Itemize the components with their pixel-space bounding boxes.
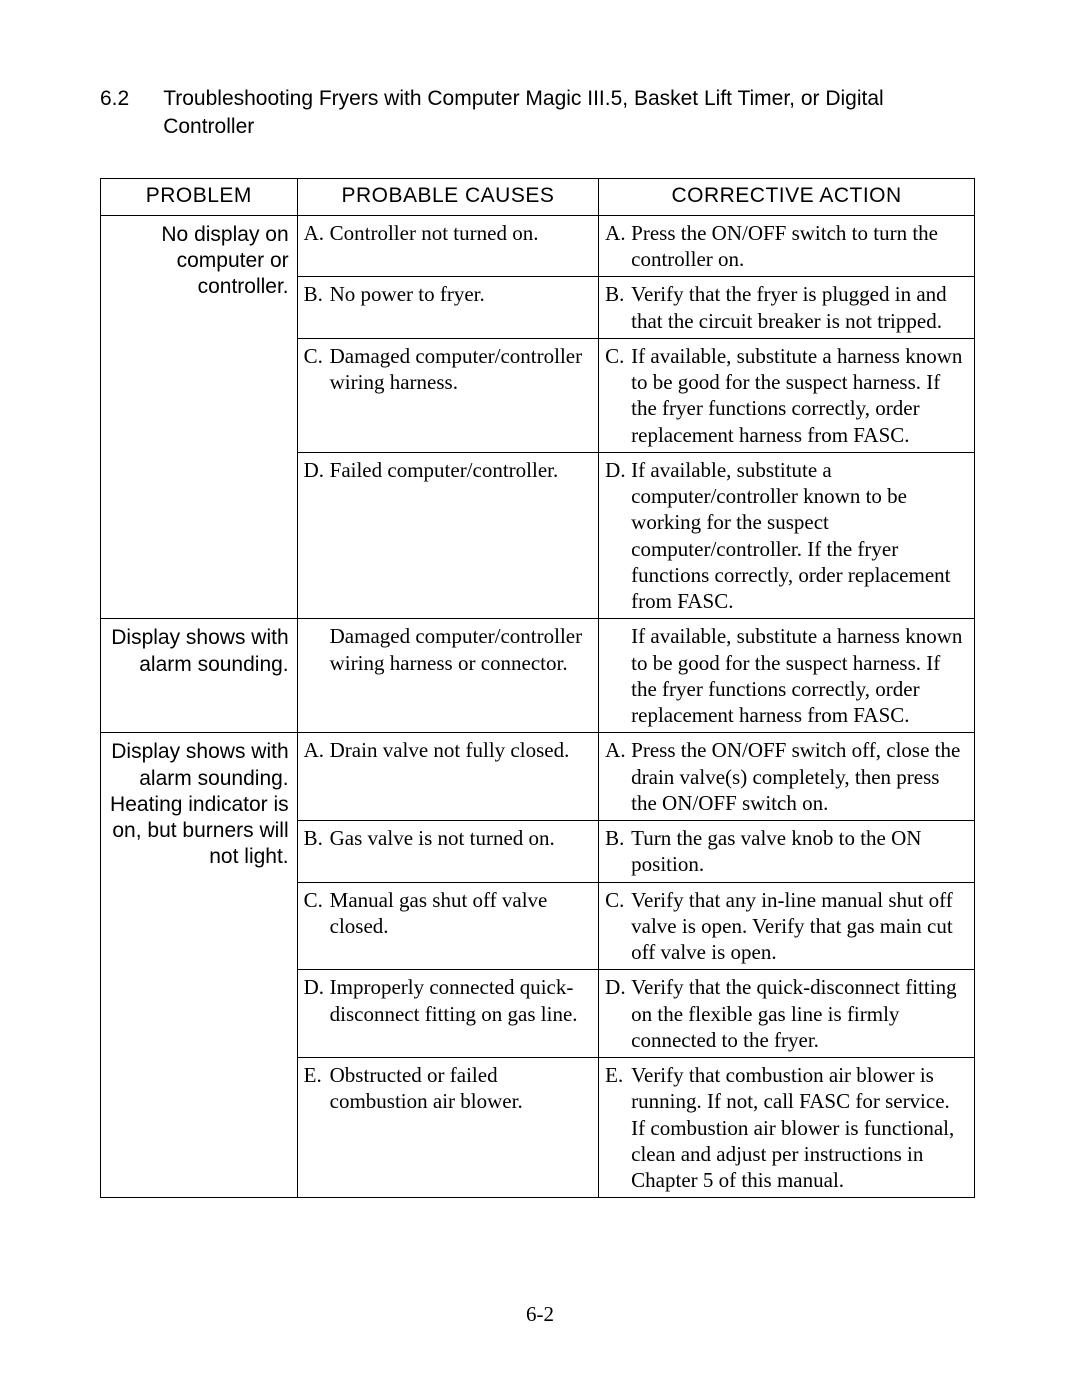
action-text: If available, substitute a computer/cont… [631,457,966,615]
list-marker: D. [605,457,631,615]
cause-cell: D.Failed computer/controller. [297,452,599,619]
action-text: Press the ON/OFF switch to turn the cont… [631,220,966,273]
action-cell: D.If available, substitute a computer/co… [599,452,975,619]
action-cell: C.Verify that any in-line manual shut of… [599,882,975,970]
action-text: If available, substitute a harness known… [631,343,966,448]
action-text: Verify that the fryer is plugged in and … [631,281,966,334]
action-cell: E.Verify that combustion air blower is r… [599,1058,975,1198]
cause-cell: Damaged computer/controller wiring harne… [297,619,599,733]
problem-cell: Display shows with alarm sounding. [101,619,298,733]
section-number: 6.2 [100,85,129,142]
cause-text: Damaged computer/controller wiring harne… [330,624,582,674]
action-cell: D.Verify that the quick-disconnect fitti… [599,970,975,1058]
cause-text: Manual gas shut off valve closed. [330,887,591,940]
table-row: No display on computer or controller. A.… [101,215,975,277]
cause-cell: B.No power to fryer. [297,277,599,339]
table-row: Display shows with alarm sounding. Heati… [101,733,975,821]
list-marker: A. [605,220,631,273]
list-marker: A. [304,737,330,763]
action-text: Verify that the quick-disconnect fitting… [631,974,966,1053]
cause-text: No power to fryer. [330,281,591,307]
action-text: Press the ON/OFF switch off, close the d… [631,737,966,816]
action-text: If available, substitute a harness known… [631,624,962,727]
cause-text: Obstructed or failed combustion air blow… [330,1062,591,1115]
cause-text: Damaged computer/controller wiring harne… [330,343,591,396]
action-text: Verify that combustion air blower is run… [631,1062,966,1193]
action-text: Verify that any in-line manual shut off … [631,887,966,966]
table-row: Display shows with alarm sounding. Damag… [101,619,975,733]
list-marker: A. [304,220,330,246]
action-text: Turn the gas valve knob to the ON positi… [631,825,966,878]
cause-cell: C.Damaged computer/controller wiring har… [297,338,599,452]
col-header-action: CORRECTIVE ACTION [599,178,975,215]
list-marker: E. [304,1062,330,1115]
action-cell: B.Turn the gas valve knob to the ON posi… [599,821,975,883]
list-marker: B. [304,825,330,851]
cause-cell: A.Controller not turned on. [297,215,599,277]
list-marker: C. [304,343,330,396]
action-cell: B.Verify that the fryer is plugged in an… [599,277,975,339]
col-header-problem: PROBLEM [101,178,298,215]
action-cell: If available, substitute a harness known… [599,619,975,733]
cause-cell: B.Gas valve is not turned on. [297,821,599,883]
cause-text: Controller not turned on. [330,220,591,246]
cause-cell: D.Improperly connected quick-disconnect … [297,970,599,1058]
page: 6.2 Troubleshooting Fryers with Computer… [0,0,1080,1397]
cause-text: Improperly connected quick-disconnect fi… [330,974,591,1027]
list-marker: D. [304,457,330,483]
list-marker: C. [605,343,631,448]
table-header-row: PROBLEM PROBABLE CAUSES CORRECTIVE ACTIO… [101,178,975,215]
list-marker: A. [605,737,631,816]
list-marker: D. [304,974,330,1027]
section-title: Troubleshooting Fryers with Computer Mag… [163,85,975,142]
cause-cell: A.Drain valve not fully closed. [297,733,599,821]
action-cell: A.Press the ON/OFF switch to turn the co… [599,215,975,277]
cause-text: Failed computer/controller. [330,457,591,483]
list-marker: D. [605,974,631,1053]
list-marker: C. [605,887,631,966]
section-heading: 6.2 Troubleshooting Fryers with Computer… [100,85,975,142]
col-header-causes: PROBABLE CAUSES [297,178,599,215]
list-marker: B. [605,281,631,334]
cause-cell: C.Manual gas shut off valve closed. [297,882,599,970]
troubleshooting-table: PROBLEM PROBABLE CAUSES CORRECTIVE ACTIO… [100,178,975,1199]
list-marker: B. [304,281,330,307]
problem-cell: No display on computer or controller. [101,215,298,619]
page-number: 6-2 [0,1302,1080,1327]
action-cell: C.If available, substitute a harness kno… [599,338,975,452]
action-cell: A.Press the ON/OFF switch off, close the… [599,733,975,821]
cause-text: Drain valve not fully closed. [330,737,591,763]
cause-text: Gas valve is not turned on. [330,825,591,851]
list-marker: B. [605,825,631,878]
list-marker: E. [605,1062,631,1193]
problem-cell: Display shows with alarm sounding. Heati… [101,733,298,1198]
cause-cell: E.Obstructed or failed combustion air bl… [297,1058,599,1198]
list-marker: C. [304,887,330,940]
